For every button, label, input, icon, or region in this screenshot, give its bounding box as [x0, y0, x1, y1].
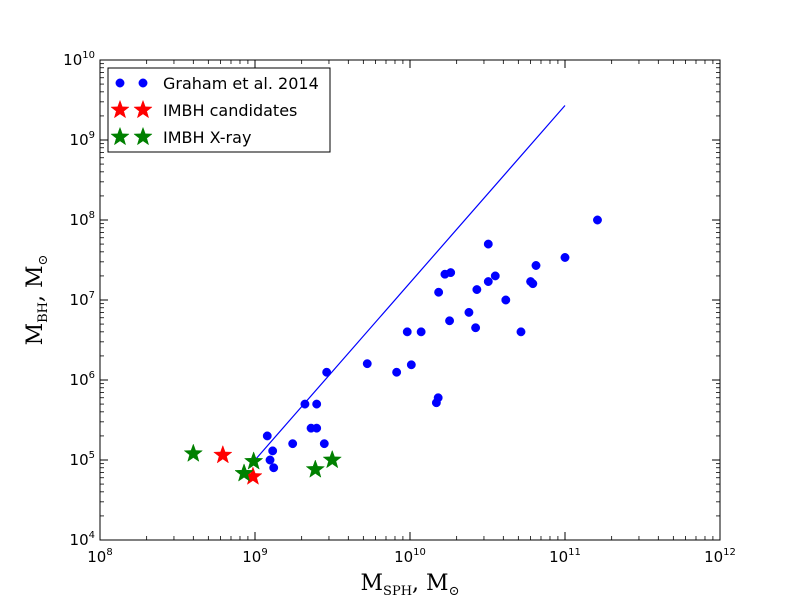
- data-point: [392, 367, 402, 377]
- data-point: [472, 285, 482, 295]
- data-point-star: [322, 449, 342, 469]
- x-axis-label: MSPH, M⊙: [361, 571, 460, 599]
- y-tick-label: 1010: [63, 50, 95, 69]
- data-point: [531, 261, 541, 270]
- y-tick-label: 107: [70, 290, 95, 309]
- x-tick-label: 1010: [394, 547, 426, 566]
- legend: Graham et al. 2014 IMBH candidates IMBH X-…: [107, 67, 331, 153]
- x-tick-label: 1012: [704, 547, 736, 566]
- series-1: [262, 215, 602, 473]
- x-tick-label: 109: [242, 547, 267, 566]
- data-point: [312, 423, 322, 433]
- y-tick-label: 108: [70, 210, 95, 229]
- data-point: [501, 295, 511, 305]
- data-point-star: [243, 451, 264, 470]
- data-point: [434, 287, 444, 297]
- data-point: [433, 393, 443, 403]
- legend-label: IMBH X-ray: [163, 128, 251, 147]
- plot-area: [183, 105, 602, 485]
- data-point-star: [213, 444, 233, 464]
- data-point: [483, 239, 493, 249]
- series-3: [183, 443, 342, 482]
- data-point-star: [234, 463, 254, 482]
- legend-label: IMBH candidates: [163, 101, 297, 120]
- y-tick-label: 105: [70, 450, 95, 469]
- data-point: [402, 327, 412, 337]
- x-tick-label: 108: [87, 547, 112, 566]
- legend-marker: [133, 126, 153, 146]
- y-tick-label: 109: [70, 130, 95, 149]
- data-point: [265, 455, 275, 465]
- legend-item: IMBH X-ray: [110, 126, 251, 147]
- data-point: [560, 253, 570, 262]
- data-point: [322, 367, 332, 377]
- y-tick-label: 106: [70, 370, 95, 389]
- legend-marker: [110, 99, 130, 119]
- data-point: [483, 277, 493, 287]
- data-point: [445, 316, 455, 326]
- data-point: [471, 323, 481, 333]
- data-point: [593, 215, 602, 225]
- legend-label: Graham et al. 2014: [163, 74, 319, 93]
- data-point-star: [305, 459, 326, 478]
- x-tick-label: 1011: [549, 547, 581, 566]
- data-point: [516, 327, 526, 337]
- data-point: [528, 279, 538, 289]
- data-point: [262, 431, 272, 441]
- legend-item: IMBH candidates: [110, 99, 297, 120]
- data-point: [312, 399, 322, 409]
- legend-marker: [133, 99, 153, 119]
- data-point: [446, 268, 456, 278]
- legend-marker: [138, 78, 148, 88]
- axes: 108 109 1010 1011 1012 104 105 106 107 108 109 1010…: [23, 50, 736, 599]
- data-point: [490, 271, 500, 281]
- data-point: [416, 327, 426, 337]
- data-point-star: [183, 443, 204, 462]
- data-point: [464, 307, 474, 317]
- data-point: [319, 439, 329, 449]
- y-axis-label: MBH, M⊙: [23, 255, 51, 346]
- y-tick-label: 104: [70, 530, 95, 549]
- legend-marker: [110, 126, 130, 146]
- legend-marker: [115, 78, 125, 88]
- data-point: [362, 359, 372, 369]
- data-point: [269, 463, 279, 473]
- data-point: [268, 446, 278, 456]
- data-point: [406, 360, 416, 370]
- data-point: [300, 399, 310, 409]
- legend-item: Graham et al. 2014: [115, 74, 319, 93]
- data-point: [288, 439, 298, 449]
